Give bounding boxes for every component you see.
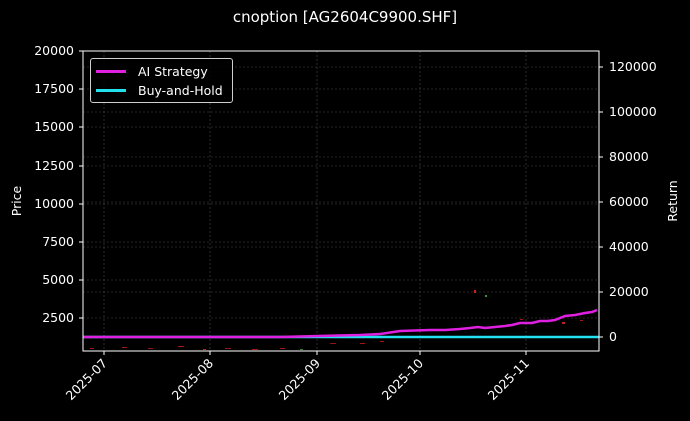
legend-item-ai-strategy: AI Strategy: [96, 62, 208, 80]
right-tick-label: 60000: [609, 194, 649, 209]
right-tick-label: 120000: [609, 59, 657, 74]
left-tick-label: 10000: [34, 196, 74, 211]
x-tick-label: 2025-09: [276, 355, 324, 403]
right-tick-label: 80000: [609, 149, 649, 164]
x-tick-label: 2025-10: [379, 355, 427, 403]
x-tick-label: 2025-08: [169, 355, 217, 403]
chart-title: cnoption [AG2604C9900.SHF]: [232, 8, 458, 26]
x-tick-label: 2025-11: [485, 356, 533, 404]
left-axis-label: Price: [9, 185, 24, 216]
ai-strategy-swatch-icon: [96, 69, 126, 73]
plot-frame: [82, 50, 600, 352]
left-tick-label: 5000: [42, 272, 74, 287]
x-axis: [103, 351, 527, 355]
left-tick-label: 17500: [34, 81, 74, 96]
trade-markers: [90, 290, 583, 350]
legend-label: AI Strategy: [138, 63, 208, 79]
left-tick-label: 7500: [42, 234, 74, 249]
right-tick-label: 100000: [609, 104, 657, 119]
right-axis: [599, 66, 603, 338]
left-tick-label: 2500: [42, 310, 74, 325]
ai-strategy-line: [83, 308, 598, 339]
left-tick-label: 12500: [34, 158, 74, 173]
right-tick-label: 40000: [609, 239, 649, 254]
left-axis: [79, 50, 83, 319]
right-axis-label: Return: [665, 180, 680, 221]
x-tick-label: 2025-07: [63, 356, 111, 404]
right-tick-label: 20000: [609, 284, 649, 299]
right-tick-label: 0: [609, 329, 617, 344]
legend: AI Strategy Buy-and-Hold: [90, 58, 233, 103]
left-tick-label: 20000: [34, 43, 74, 58]
left-tick-label: 15000: [34, 119, 74, 134]
legend-label: Buy-and-Hold: [138, 82, 223, 98]
legend-item-buy-and-hold: Buy-and-Hold: [96, 81, 223, 99]
buy-and-hold-swatch-icon: [96, 88, 126, 92]
